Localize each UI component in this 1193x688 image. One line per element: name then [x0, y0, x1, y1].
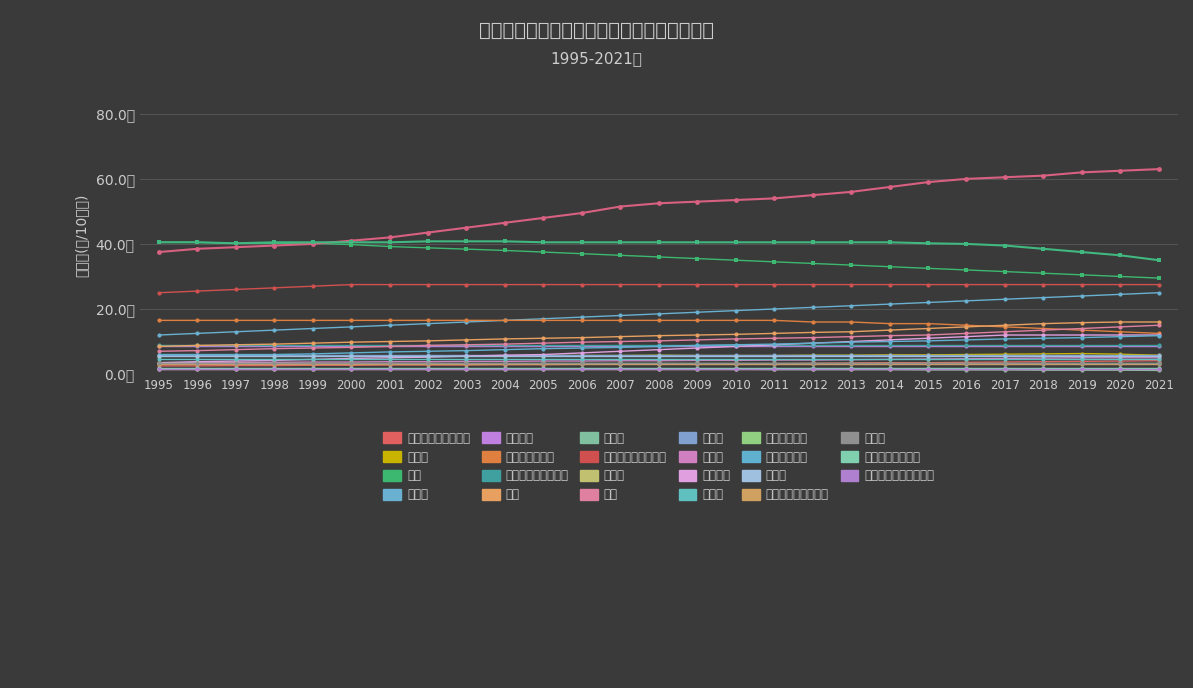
- Text: がん悪性新生物等が死因の死亡率の年次推移: がん悪性新生物等が死因の死亡率の年次推移: [480, 21, 713, 40]
- Legend: 口唇・口腔・咽頭癌, 食道癌, 胃癌, 結腸癌, 直腸癌等, 肝・肝内胆管癌, 胆のう・他の胆道癌, 膵癌, 喉頭癌, 気管・気管支・肺癌, 皮膚癌, 乳癌, : 口唇・口腔・咽頭癌, 食道癌, 胃癌, 結腸癌, 直腸癌等, 肝・肝内胆管癌, …: [378, 427, 939, 506]
- Text: 1995-2021年: 1995-2021年: [550, 52, 643, 67]
- Y-axis label: 死亡率(人/10万人): 死亡率(人/10万人): [75, 194, 88, 277]
